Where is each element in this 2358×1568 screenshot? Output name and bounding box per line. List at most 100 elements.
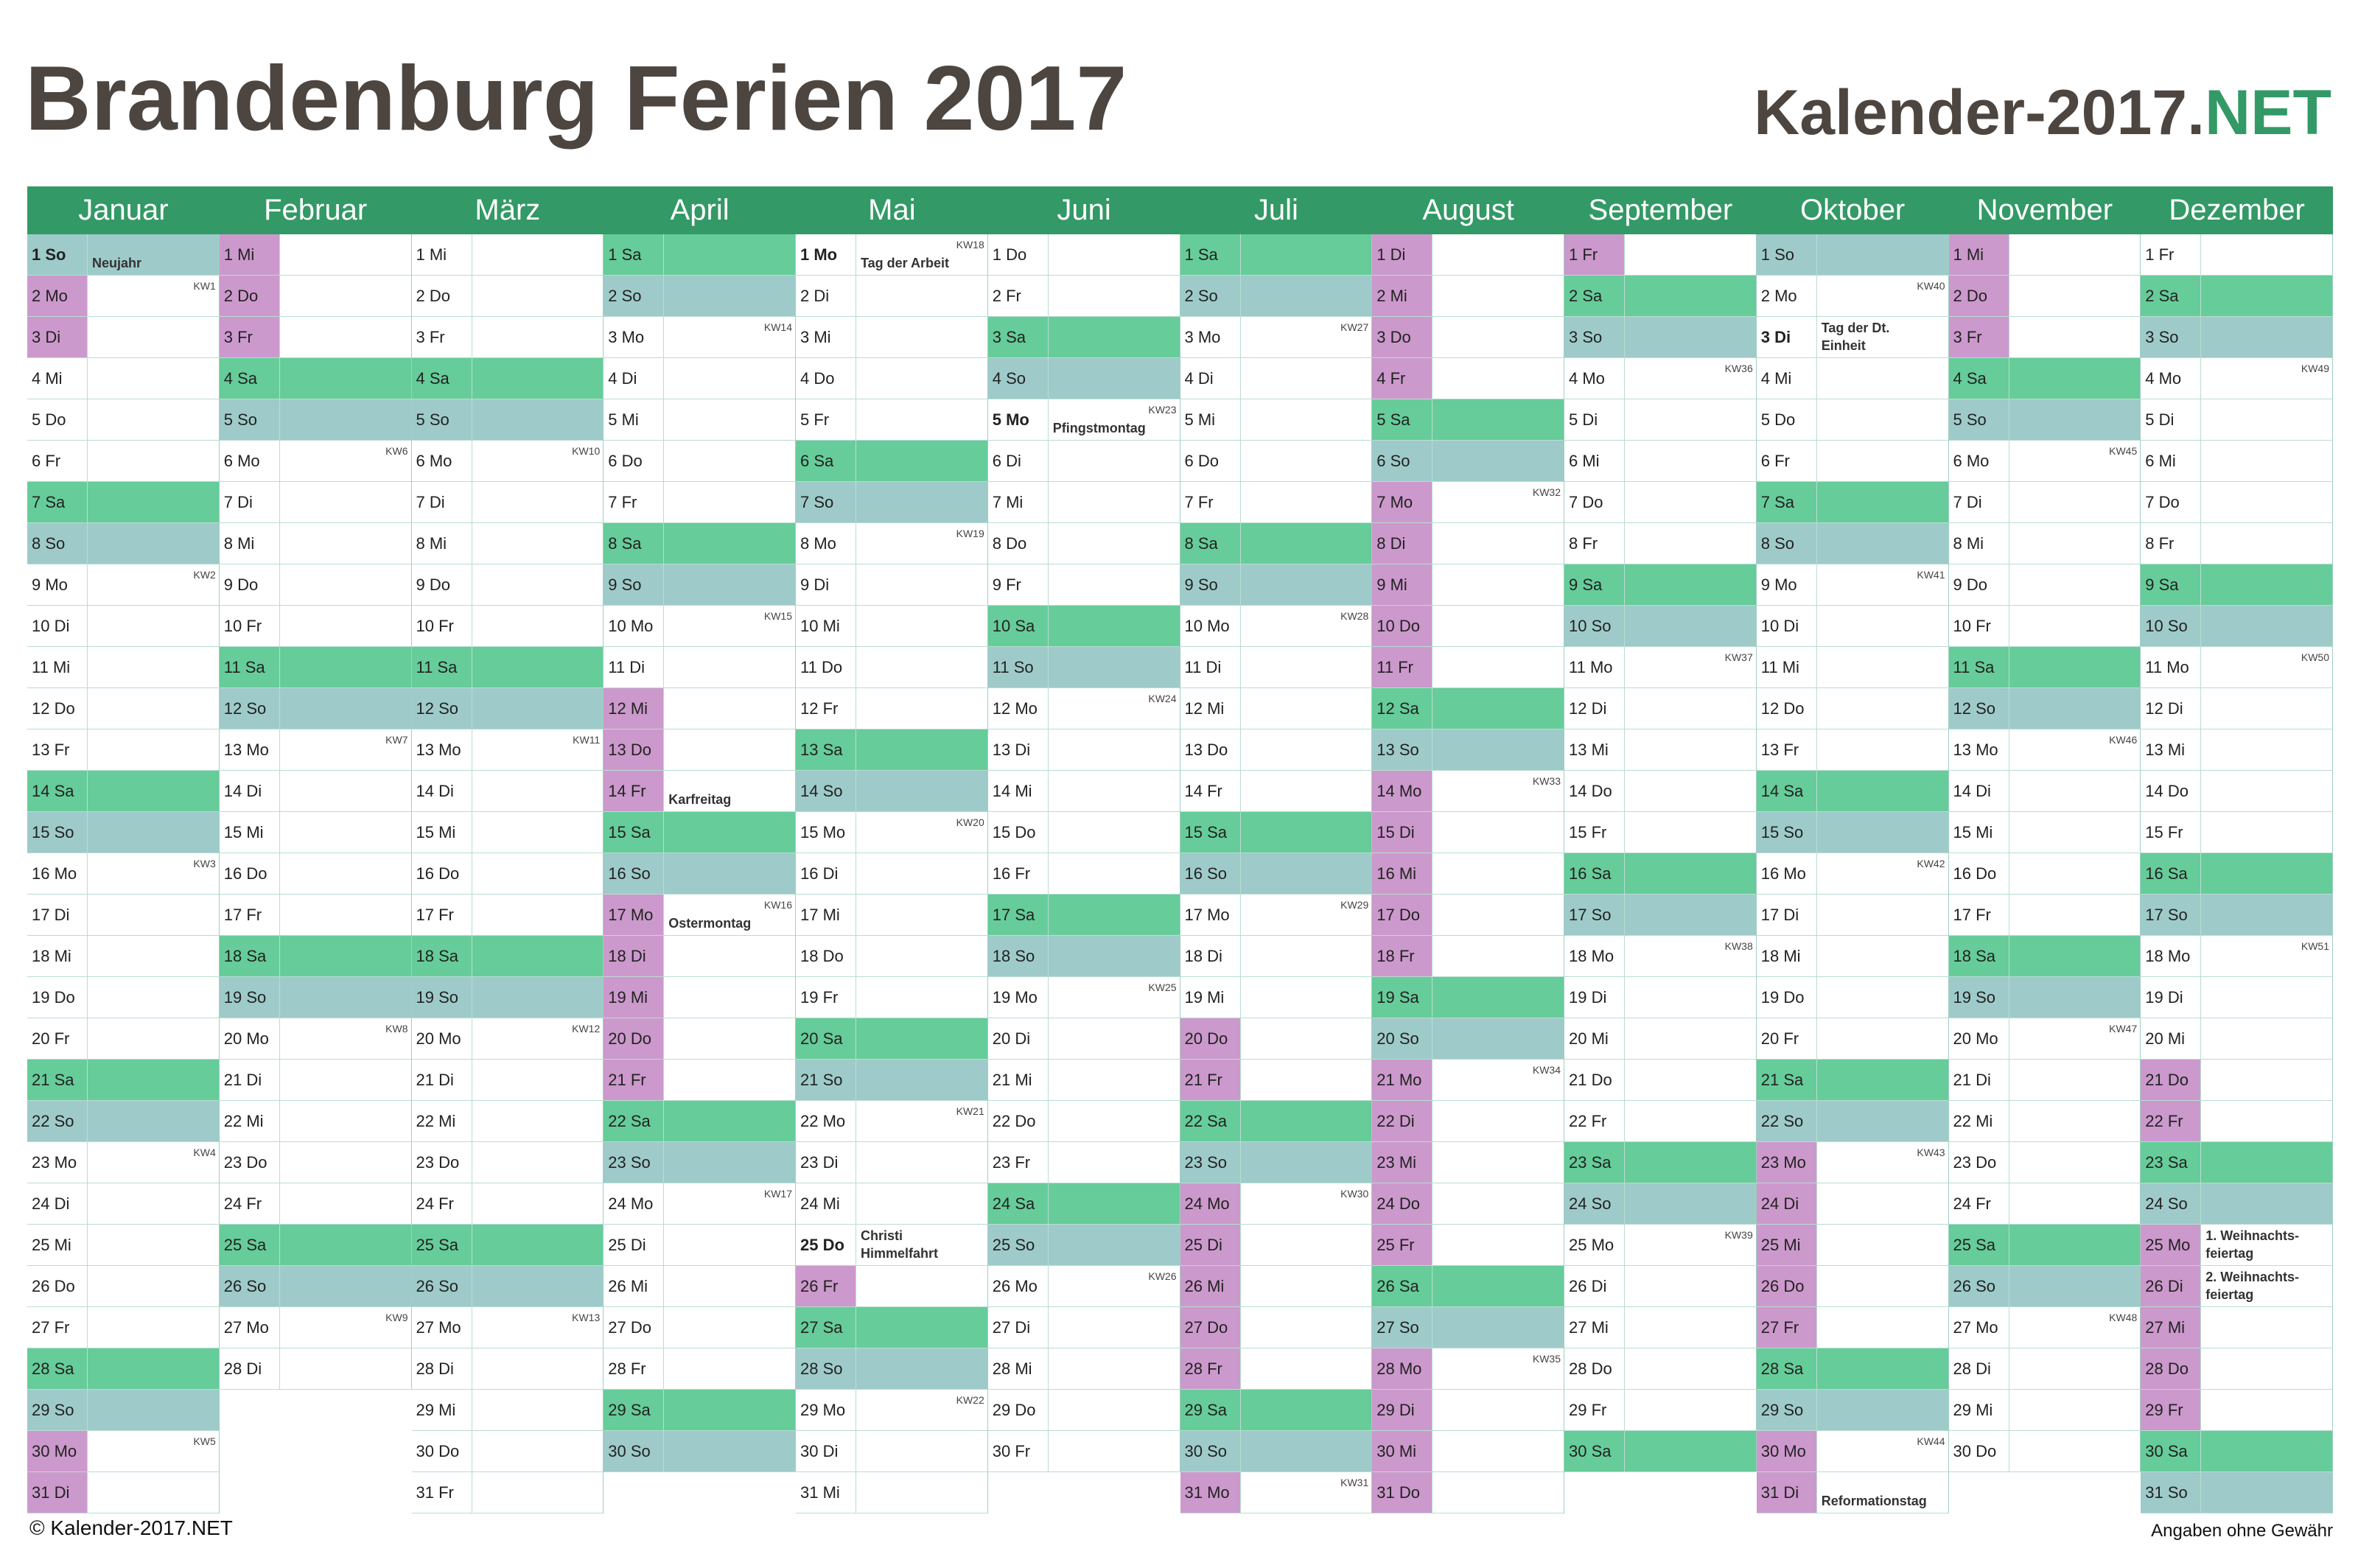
day-note <box>1240 358 1373 399</box>
day-note <box>856 936 988 977</box>
day-note <box>664 853 796 895</box>
day-note <box>1240 441 1373 482</box>
day-note <box>2009 234 2141 276</box>
day-note <box>2009 1018 2141 1060</box>
day-note <box>1432 441 1564 482</box>
day-label: 28 Fr <box>604 1348 665 1390</box>
day-note <box>1048 853 1180 895</box>
day-note <box>88 1307 220 1348</box>
day-label: 1 Mi <box>219 234 280 276</box>
day-label: 8 Di <box>1372 523 1433 564</box>
day-label: 5 Do <box>27 399 88 441</box>
day-note <box>88 1101 220 1142</box>
day-label: 12 Do <box>27 688 88 729</box>
day-note <box>1240 771 1373 812</box>
day-label: 5 So <box>411 399 472 441</box>
day-label: 7 Fr <box>604 482 665 523</box>
week-number: KW22 <box>956 1394 984 1406</box>
day-note <box>88 276 220 317</box>
day-label: 30 Di <box>796 1431 856 1472</box>
day-note <box>2201 317 2333 358</box>
day-note <box>2201 977 2333 1018</box>
day-note <box>856 1472 988 1513</box>
day-label: 17 Di <box>1756 895 1817 936</box>
day-note <box>1816 564 1949 606</box>
week-number: KW5 <box>193 1435 216 1447</box>
day-label: 14 Sa <box>1756 771 1817 812</box>
day-note <box>2201 729 2333 771</box>
day-note <box>472 1390 604 1431</box>
day-note <box>279 647 412 688</box>
week-number: KW49 <box>2301 363 2329 374</box>
holiday-name: Tag der Arbeit <box>861 255 950 270</box>
day-label: 26 Sa <box>1372 1266 1433 1307</box>
day-label: 18 Sa <box>1948 936 2009 977</box>
day-label: 5 Fr <box>796 399 856 441</box>
day-note <box>1240 399 1373 441</box>
day-label: 28 Do <box>1564 1348 1625 1390</box>
day-note <box>2009 1431 2141 1472</box>
day-label: 29 Mi <box>1948 1390 2009 1431</box>
week-number: KW23 <box>1148 404 1177 416</box>
day-note <box>2201 523 2333 564</box>
day-label: 19 Di <box>2141 977 2202 1018</box>
week-number: KW39 <box>1724 1229 1753 1241</box>
day-note <box>88 936 220 977</box>
week-number: KW1 <box>193 280 216 292</box>
day-label: 14 Mo <box>1372 771 1433 812</box>
week-number: KW40 <box>1917 280 1945 292</box>
day-note <box>2201 1183 2333 1225</box>
day-label: 12 Mo <box>987 688 1049 729</box>
day-label: 17 So <box>2141 895 2202 936</box>
day-note <box>88 399 220 441</box>
week-number: KW35 <box>1532 1353 1561 1365</box>
day-note <box>664 1225 796 1266</box>
day-label: 12 Di <box>1564 688 1625 729</box>
day-note <box>279 441 412 482</box>
day-note <box>664 729 796 771</box>
day-note <box>1625 853 1757 895</box>
day-note <box>2009 1307 2141 1348</box>
week-number: KW41 <box>1917 569 1945 581</box>
day-note <box>1432 977 1564 1018</box>
day-label: 30 So <box>1180 1431 1241 1472</box>
day-note <box>664 1266 796 1307</box>
day-label: 16 Sa <box>2141 853 2202 895</box>
day-note <box>1432 936 1564 977</box>
day-label: 3 Fr <box>1948 317 2009 358</box>
day-label: 28 Sa <box>1756 1348 1817 1390</box>
day-note <box>1432 1431 1564 1472</box>
day-note <box>664 523 796 564</box>
week-number: KW43 <box>1917 1147 1945 1158</box>
day-note <box>279 606 412 647</box>
day-label: 2 Mo <box>1756 276 1817 317</box>
day-label: 7 Di <box>411 482 472 523</box>
day-label: 15 Sa <box>604 812 665 853</box>
day-label: 7 So <box>796 482 856 523</box>
day-label: 11 Mi <box>27 647 88 688</box>
day-note <box>1816 441 1949 482</box>
day-label: 4 Fr <box>1372 358 1433 399</box>
day-label: 10 Mo <box>604 606 665 647</box>
day-note <box>2201 853 2333 895</box>
day-note <box>2009 1101 2141 1142</box>
day-note <box>1432 276 1564 317</box>
day-note <box>2201 1060 2333 1101</box>
day-note <box>2009 606 2141 647</box>
day-label: 15 So <box>1756 812 1817 853</box>
day-label: 8 Mo <box>796 523 856 564</box>
week-number: KW34 <box>1532 1064 1561 1076</box>
day-note <box>1432 895 1564 936</box>
day-label: 25 Di <box>604 1225 665 1266</box>
day-note <box>1048 688 1180 729</box>
day-note <box>1240 977 1373 1018</box>
day-note <box>1625 1018 1757 1060</box>
week-number: KW33 <box>1532 775 1561 787</box>
day-label: 10 Mo <box>1180 606 1241 647</box>
day-note <box>1432 1348 1564 1390</box>
day-label: 12 Di <box>2141 688 2202 729</box>
day-note <box>1432 399 1564 441</box>
day-note <box>1816 647 1949 688</box>
day-label: 18 Sa <box>219 936 280 977</box>
day-note <box>856 771 988 812</box>
